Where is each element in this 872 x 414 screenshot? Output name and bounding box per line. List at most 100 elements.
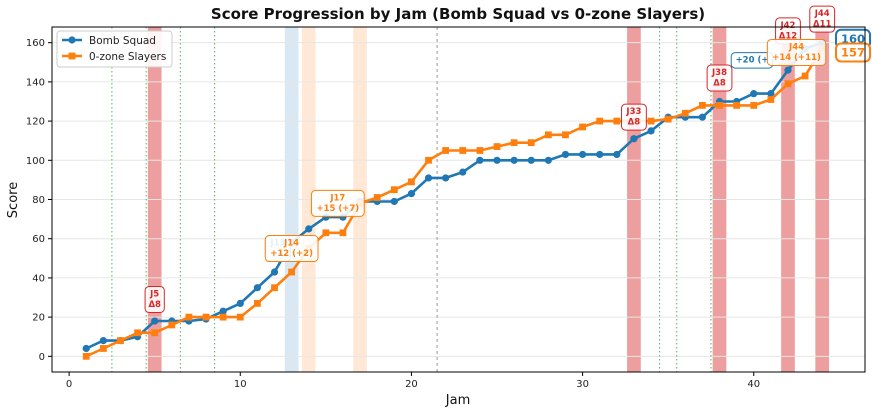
- 0-zone-slayers-point: [408, 178, 415, 186]
- x-axis-label: Jam: [445, 393, 470, 408]
- 0-zone-slayers-point: [253, 299, 261, 307]
- bomb-squad-point: [698, 113, 707, 121]
- final-score-box: [835, 42, 872, 63]
- 0-zone-slayers-point: [527, 139, 535, 147]
- bomb-squad-point: [510, 156, 518, 164]
- annotation-label: J44 +14 (+11): [772, 42, 821, 63]
- 0-zone-slayers-point: [82, 352, 90, 360]
- legend-marker-bomb-squad: [68, 36, 76, 44]
- x-tick-label: 0: [66, 379, 72, 390]
- bomb-squad-point: [253, 284, 261, 292]
- annotation-label: J38 Δ8: [711, 68, 727, 89]
- bomb-squad-point: [561, 150, 570, 159]
- 0-zone-slayers-point: [459, 147, 467, 154]
- 0-zone-slayers-point: [579, 123, 586, 131]
- final-score-label: 157: [841, 45, 865, 59]
- 0-zone-slayers-point: [647, 117, 655, 125]
- y-tick-label: 60: [32, 234, 45, 245]
- final-score-label: 160: [841, 32, 865, 46]
- annotation-label: J33 Δ8: [625, 107, 641, 128]
- annotation-label: +20 (+: [736, 56, 769, 66]
- bomb-squad-point: [270, 268, 279, 276]
- annotation-box: [310, 189, 365, 217]
- 0-zone-slayers-point: [716, 102, 723, 109]
- 0-zone-slayers-point: [339, 229, 347, 237]
- bomb-squad-point: [442, 174, 450, 182]
- 0-zone-slayers-point: [99, 345, 107, 352]
- bomb-squad-point: [424, 174, 433, 182]
- annotation-box: [766, 38, 827, 66]
- y-tick-label: 100: [26, 156, 45, 167]
- bomb-squad-point: [219, 307, 227, 315]
- annotation-box: [621, 103, 647, 131]
- bomb-squad-point: [459, 168, 467, 176]
- bomb-squad-point: [613, 150, 621, 159]
- x-tick-label: 20: [405, 379, 418, 390]
- 0-zone-slayers-point: [784, 80, 792, 88]
- legend: Bomb Squad 0-zone Slayers: [56, 30, 173, 68]
- annotation-box: [264, 235, 319, 263]
- y-axis-label: Score: [6, 182, 21, 218]
- 0-zone-slayers-point: [699, 102, 706, 109]
- legend-box: [56, 30, 173, 68]
- bomb-squad-point: [390, 197, 398, 206]
- 0-zone-slayers-point: [219, 313, 227, 321]
- bomb-squad-point: [305, 225, 313, 233]
- annotation-label: J42 Δ12: [779, 21, 797, 42]
- bomb-squad-point: [767, 90, 775, 98]
- bomb-squad-point: [527, 156, 535, 164]
- 0-zone-slayers-point: [733, 102, 741, 109]
- annotation-label: J5 Δ8: [148, 289, 161, 310]
- 0-zone-slayers-point: [510, 139, 518, 147]
- bomb-squad-point: [647, 127, 655, 135]
- bomb-squad-point: [407, 190, 416, 198]
- 0-zone-slayers-point: [151, 329, 159, 337]
- x-tick-label: 10: [234, 379, 247, 390]
- 0-zone-slayers-point: [801, 72, 809, 80]
- 0-zone-slayers-point: [236, 313, 244, 321]
- legend-label-bomb-squad: Bomb Squad: [89, 35, 156, 47]
- legend-label-0-zone-slayers: 0-zone Slayers: [89, 51, 166, 63]
- 0-zone-slayers-point: [168, 321, 176, 329]
- 0-zone-slayers-point: [288, 268, 296, 276]
- bomb-squad-point: [476, 156, 484, 164]
- 0-zone-slayers-point: [476, 147, 484, 154]
- bomb-squad-point: [99, 337, 107, 345]
- y-tick-label: 120: [26, 117, 45, 128]
- 0-zone-slayers-point: [373, 194, 381, 201]
- bomb-squad-point: [82, 344, 90, 353]
- bomb-squad-point: [151, 317, 159, 325]
- ticks-layer: 0 10 20 30 40 0 20 40 60 80 100 120 140 160: [26, 38, 760, 390]
- 0-zone-slayers-point: [425, 156, 432, 164]
- bomb-squad-point: [596, 150, 604, 159]
- 0-zone-slayers-point: [134, 329, 141, 337]
- y-tick-label: 140: [26, 77, 45, 88]
- x-tick-label: 40: [747, 379, 760, 390]
- annotation-label: J17 +15 (+7): [316, 193, 359, 214]
- bomb-squad-point: [630, 135, 638, 143]
- 0-zone-slayers-line: [85, 47, 824, 358]
- chart-title: Score Progression by Jam (Bomb Squad vs …: [211, 5, 705, 23]
- y-tick-label: 160: [26, 38, 45, 49]
- 0-zone-slayers-point: [442, 147, 450, 154]
- series-layer: [82, 39, 826, 360]
- annotation-box: [706, 64, 733, 92]
- 0-zone-slayers-point: [271, 284, 278, 292]
- 0-zone-slayers-point: [322, 229, 330, 237]
- y-tick-label: 0: [39, 352, 45, 363]
- 0-zone-slayers-point: [613, 117, 621, 125]
- 0-zone-slayers-point: [562, 131, 569, 139]
- 0-zone-slayers-point: [117, 337, 124, 345]
- 0-zone-slayers-point: [681, 109, 689, 117]
- bomb-squad-point: [784, 66, 792, 74]
- 0-zone-slayers-point: [493, 143, 501, 150]
- 0-zone-slayers-point: [185, 313, 193, 321]
- 0-zone-slayers-point: [202, 313, 210, 321]
- 0-zone-slayers-point: [767, 96, 775, 103]
- legend-marker-0-zone-slayers: [68, 52, 76, 60]
- y-tick-label: 80: [32, 195, 45, 206]
- y-tick-label: 20: [32, 313, 45, 324]
- y-tick-label: 40: [32, 273, 45, 284]
